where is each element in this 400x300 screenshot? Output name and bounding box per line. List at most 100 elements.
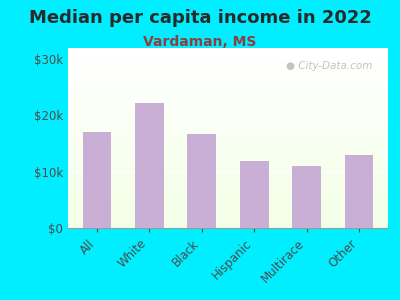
Bar (68, 80, 388, 81)
Bar (68, 170, 388, 171)
Bar (68, 51, 388, 52)
Bar (68, 179, 388, 180)
Bar (68, 136, 388, 137)
Bar (68, 50, 388, 51)
Bar (68, 169, 388, 170)
Bar (68, 124, 388, 125)
Bar (68, 92, 388, 93)
Bar (68, 125, 388, 126)
Bar (68, 57, 388, 58)
Bar (68, 88, 388, 89)
Bar (292, 166, 321, 228)
Bar (68, 223, 388, 224)
Bar (68, 82, 388, 83)
Bar (68, 103, 388, 104)
Bar (68, 212, 388, 213)
Bar (68, 138, 388, 139)
Bar (68, 176, 388, 177)
Bar (68, 83, 388, 84)
Bar (68, 69, 388, 70)
Bar (68, 187, 388, 188)
Bar (68, 89, 388, 90)
Bar (68, 94, 388, 95)
Bar (68, 139, 388, 140)
Bar (68, 98, 388, 99)
Bar (68, 211, 388, 212)
Bar (68, 201, 388, 202)
Bar (68, 65, 388, 66)
Bar (68, 150, 388, 151)
Bar (68, 206, 388, 207)
Bar (68, 85, 388, 86)
Bar (68, 198, 388, 199)
Bar (68, 146, 388, 147)
Bar (68, 133, 388, 134)
Bar (68, 225, 388, 226)
Bar (68, 169, 388, 170)
Bar (68, 77, 388, 78)
Bar (68, 90, 388, 91)
Bar (68, 79, 388, 80)
Bar (68, 188, 388, 189)
Bar (68, 60, 388, 61)
Bar (68, 93, 388, 94)
Bar (68, 218, 388, 219)
Bar (68, 159, 388, 160)
Bar (68, 62, 388, 63)
Bar (68, 180, 388, 181)
Bar (68, 96, 388, 97)
Bar (68, 117, 388, 118)
Bar (68, 163, 388, 164)
Bar (68, 52, 388, 53)
Bar (68, 149, 388, 150)
Bar (68, 221, 388, 222)
Bar (68, 74, 388, 75)
Bar (68, 154, 388, 155)
Bar (68, 106, 388, 107)
Bar (82, 132, 111, 228)
Bar (68, 58, 388, 59)
Bar (68, 189, 388, 190)
Bar (68, 196, 388, 197)
Bar (68, 153, 388, 154)
Bar (68, 224, 388, 225)
Bar (68, 202, 388, 203)
Bar (68, 114, 388, 115)
Bar (68, 110, 388, 111)
Bar (68, 130, 388, 131)
Bar (68, 66, 388, 67)
Bar (68, 99, 388, 100)
Bar (68, 168, 388, 169)
Bar (68, 120, 388, 121)
Bar (68, 205, 388, 206)
Bar (68, 91, 388, 92)
Bar (68, 203, 388, 204)
Bar (68, 160, 388, 161)
Bar (68, 144, 388, 145)
Bar (68, 67, 388, 68)
Bar (68, 160, 388, 161)
Bar (68, 140, 388, 141)
Bar (68, 64, 388, 65)
Bar (68, 115, 388, 116)
Bar (68, 112, 388, 113)
Bar (68, 215, 388, 216)
Bar (68, 105, 388, 106)
Bar (68, 97, 388, 98)
Bar (68, 143, 388, 144)
Bar (68, 217, 388, 218)
Bar (68, 108, 388, 109)
Bar (68, 73, 388, 74)
Bar (68, 194, 388, 195)
Bar (68, 190, 388, 191)
Bar (345, 155, 374, 228)
Bar (68, 216, 388, 217)
Bar (68, 200, 388, 201)
Bar (68, 87, 388, 88)
Bar (68, 76, 388, 77)
Bar (68, 102, 388, 103)
Bar (68, 209, 388, 210)
Bar (68, 55, 388, 56)
Bar (68, 123, 388, 124)
Bar (68, 183, 388, 184)
